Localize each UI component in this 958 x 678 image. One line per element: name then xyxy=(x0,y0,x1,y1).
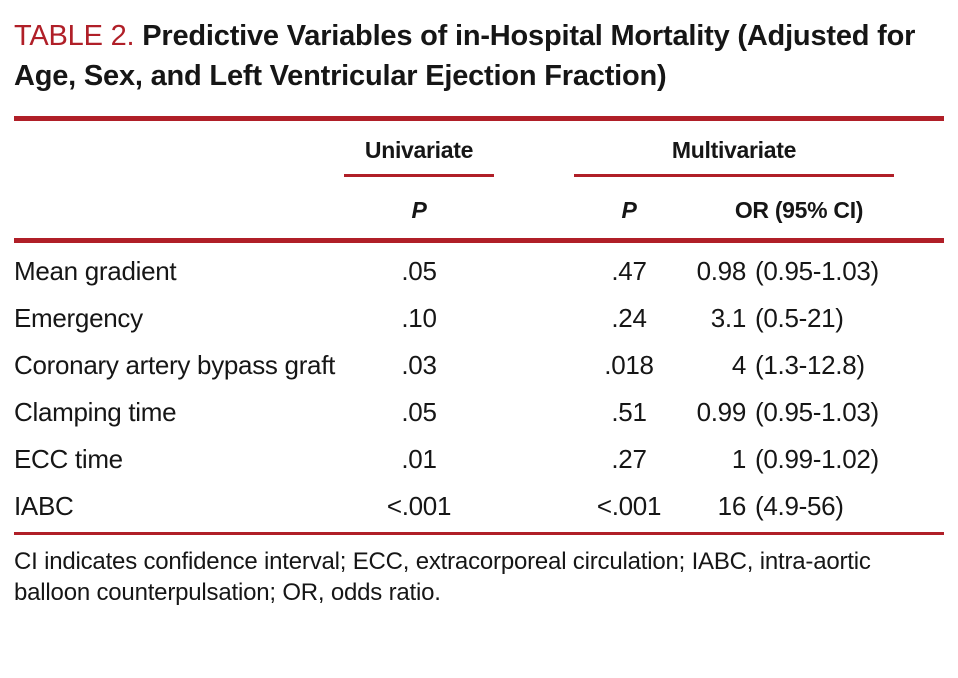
or-ci-value: 4 (1.3-12.8) xyxy=(684,350,944,381)
odds-ratio: 3.1 xyxy=(710,303,747,333)
column-header-row: P P OR (95% CI) xyxy=(14,197,944,224)
table-caption: Predictive Variables of in-Hospital Mort… xyxy=(14,20,916,92)
univariate-p-value: .10 xyxy=(401,303,437,333)
or-ci-header: OR (95% CI) xyxy=(734,197,864,223)
table-row: Coronary artery bypass graft .03 .018 4 … xyxy=(14,342,944,389)
confidence-interval: (1.3-12.8) xyxy=(755,350,865,380)
table-row: IABC <.001 <.001 16 (4.9-56) xyxy=(14,483,944,530)
table-number: TABLE 2. xyxy=(14,20,135,52)
confidence-interval: (0.99-1.02) xyxy=(755,444,879,474)
row-label: IABC xyxy=(14,491,74,521)
univariate-p-value: .03 xyxy=(401,350,437,380)
multivariate-p-value: .27 xyxy=(611,444,647,474)
row-label: Emergency xyxy=(14,303,143,333)
row-label: Coronary artery bypass graft xyxy=(14,350,336,380)
odds-ratio: 4 xyxy=(731,350,746,380)
confidence-interval: (0.95-1.03) xyxy=(755,256,879,286)
table-row: Clamping time .05 .51 0.99 (0.95-1.03) xyxy=(14,389,944,436)
univariate-p-value: .05 xyxy=(401,256,437,286)
odds-ratio: 1 xyxy=(731,444,746,474)
multivariate-p-value: .24 xyxy=(611,303,647,333)
or-ci-value: 16 (4.9-56) xyxy=(684,491,944,522)
confidence-interval: (4.9-56) xyxy=(755,491,844,521)
univariate-p-header: P xyxy=(411,197,427,223)
or-ci-value: 3.1 (0.5-21) xyxy=(684,303,944,334)
univariate-p-value: .01 xyxy=(401,444,437,474)
multivariate-p-value: .018 xyxy=(604,350,654,380)
multivariate-underline xyxy=(574,174,894,177)
odds-ratio: 16 xyxy=(717,491,747,521)
or-ci-value: 0.98 (0.95-1.03) xyxy=(684,256,944,287)
bottom-rule xyxy=(14,532,944,535)
odds-ratio: 0.98 xyxy=(696,256,747,286)
row-label: Clamping time xyxy=(14,397,177,427)
table-footnote: CI indicates confidence interval; ECC, e… xyxy=(14,548,871,606)
multivariate-p-value: .51 xyxy=(611,397,647,427)
univariate-underline xyxy=(344,174,494,177)
table-row: Mean gradient .05 .47 0.98 (0.95-1.03) xyxy=(14,248,944,295)
row-label: ECC time xyxy=(14,444,123,474)
univariate-p-value: .05 xyxy=(401,397,437,427)
or-ci-value: 0.99 (0.95-1.03) xyxy=(684,397,944,428)
or-ci-value: 1 (0.99-1.02) xyxy=(684,444,944,475)
multivariate-p-value: <.001 xyxy=(596,491,662,521)
odds-ratio: 0.99 xyxy=(696,397,747,427)
table-title: TABLE 2. Predictive Variables of in-Hosp… xyxy=(14,16,944,96)
univariate-p-value: <.001 xyxy=(386,491,452,521)
table-body: Mean gradient .05 .47 0.98 (0.95-1.03) E… xyxy=(14,248,944,530)
group-header-row: Univariate Multivariate xyxy=(14,137,944,177)
confidence-interval: (0.5-21) xyxy=(755,303,844,333)
univariate-label: Univariate xyxy=(364,137,474,163)
header-separator-rule xyxy=(14,238,944,243)
confidence-interval: (0.95-1.03) xyxy=(755,397,879,427)
table-row: Emergency .10 .24 3.1 (0.5-21) xyxy=(14,295,944,342)
table-row: ECC time .01 .27 1 (0.99-1.02) xyxy=(14,436,944,483)
multivariate-p-header: P xyxy=(621,197,637,223)
univariate-group-header: Univariate xyxy=(334,137,504,177)
row-label: Mean gradient xyxy=(14,256,177,286)
multivariate-group-header: Multivariate xyxy=(574,137,894,177)
multivariate-p-value: .47 xyxy=(611,256,647,286)
multivariate-label: Multivariate xyxy=(671,137,797,163)
top-rule xyxy=(14,116,944,121)
